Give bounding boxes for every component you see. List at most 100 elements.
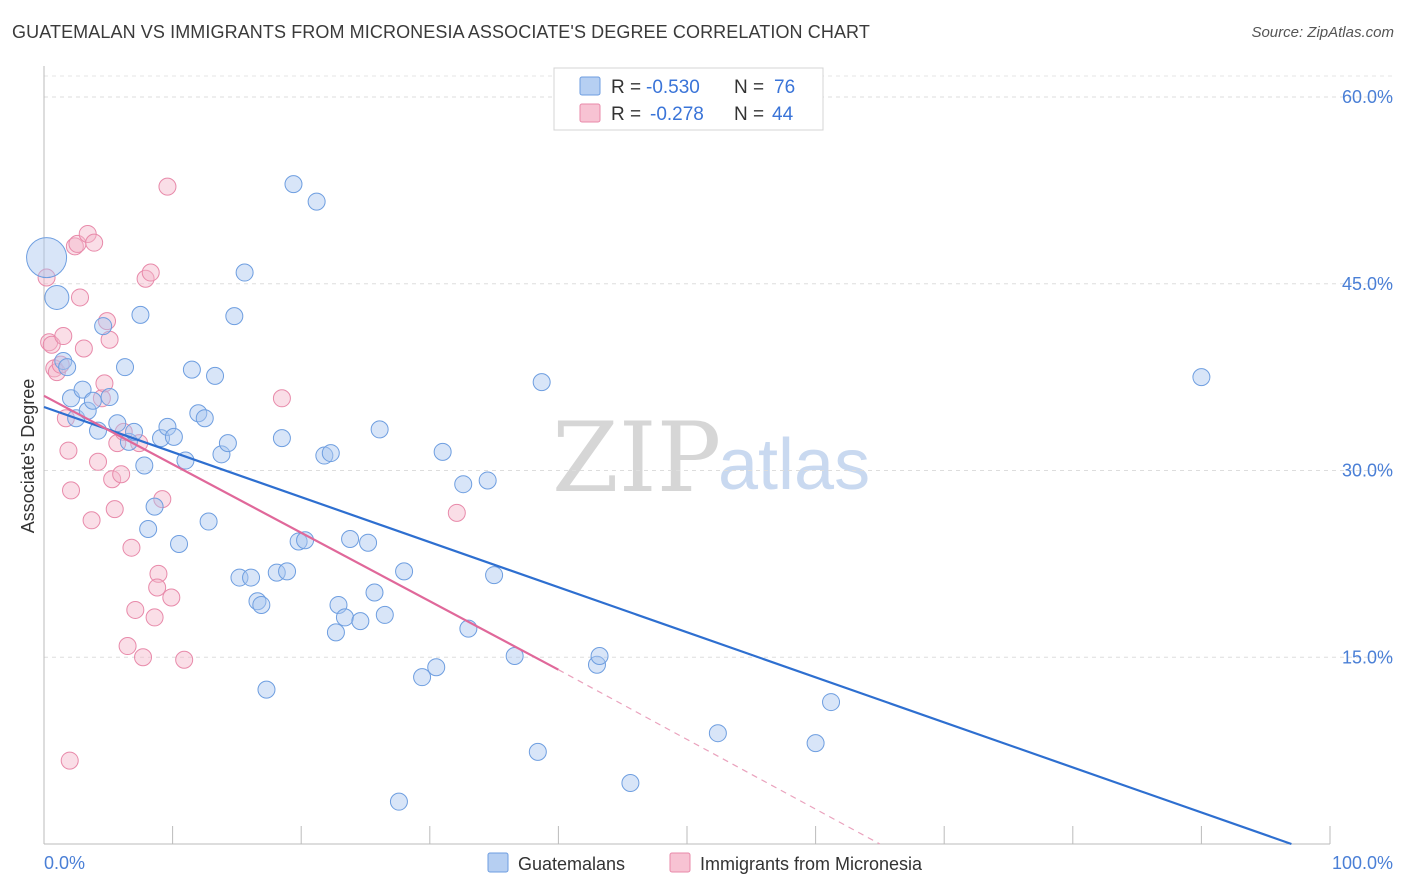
legend-swatch-guatemalans <box>579 76 601 96</box>
y-tick-label-3: 60.0% <box>1342 87 1393 107</box>
guatemalan-point <box>427 658 446 677</box>
guatemalan-point <box>335 608 354 627</box>
guatemalan-point <box>272 429 291 448</box>
micronesia-point <box>71 288 90 307</box>
x-tick-label-1: 100.0% <box>1332 853 1393 873</box>
micronesia-point <box>134 648 153 667</box>
legend-n-label-2: N = <box>734 104 764 125</box>
guatemalan-point <box>218 434 237 453</box>
legend-n-value-2: 44 <box>772 104 794 125</box>
guatemalan-point <box>284 175 303 194</box>
guatemalan-point <box>116 358 135 377</box>
guatemalan-trend-line <box>43 405 1292 846</box>
guatemalan-point <box>73 380 92 399</box>
micronesia-point <box>59 441 78 460</box>
bottom-legend-swatch-micronesia <box>669 852 691 873</box>
guatemalan-point <box>359 533 378 552</box>
guatemalan-point <box>58 358 77 377</box>
guatemalan-point <box>212 445 231 464</box>
guatemalan-point <box>83 391 102 410</box>
guatemalan-point <box>145 497 164 516</box>
guatemalan-point <box>370 420 389 439</box>
tick-labels: 15.0% 30.0% 45.0% 60.0% 0.0% 100.0% <box>44 87 1393 873</box>
trend-lines <box>43 394 1292 846</box>
guatemalan-point <box>158 417 177 436</box>
micronesia-point <box>105 500 124 519</box>
guatemalan-point <box>822 693 841 712</box>
micronesia-point <box>60 751 79 770</box>
guatemalan-point <box>621 773 640 792</box>
guatemalan-point <box>252 595 271 614</box>
guatemalan-point <box>108 414 127 433</box>
x-tick-label-0: 0.0% <box>44 853 85 873</box>
bottom-legend-label-guatemalans: Guatemalans <box>518 854 625 874</box>
guatemalan-point <box>413 668 432 687</box>
micronesia-trend-line <box>43 394 559 671</box>
micronesia-point <box>65 237 84 256</box>
legend-r-value-2: -0.278 <box>650 104 704 125</box>
micronesia-point <box>74 339 93 358</box>
legend-swatch-micronesia <box>579 103 601 123</box>
legend: R = -0.530 N = 76 R = -0.278 N = 44 <box>553 67 824 131</box>
guatemalan-point <box>389 792 408 811</box>
micronesia-point <box>158 177 177 196</box>
legend-n-value-1: 76 <box>774 77 795 98</box>
guatemalan-point <box>326 623 345 642</box>
y-axis-label: Associate's Degree <box>18 379 38 534</box>
micronesia-point <box>272 389 291 408</box>
guatemalan-point <box>806 734 825 753</box>
guatemalan-point <box>485 566 504 585</box>
chart-title: GUATEMALAN VS IMMIGRANTS FROM MICRONESIA… <box>12 22 870 42</box>
guatemalan-point <box>478 471 497 490</box>
guatemalan-point <box>433 442 452 461</box>
guatemalan-point <box>139 520 158 539</box>
source-label: Source: ZipAtlas.com <box>1251 24 1394 41</box>
guatemalan-point <box>242 568 261 587</box>
guatemalan-point <box>170 534 189 553</box>
guatemalan-point <box>395 562 414 581</box>
guatemalan-point <box>375 605 394 624</box>
guatemalan-point <box>365 583 384 602</box>
y-tick-label-1: 30.0% <box>1342 461 1393 481</box>
guatemalan-point <box>44 284 70 310</box>
guatemalan-point <box>351 612 370 631</box>
micronesia-trend-extension <box>558 669 881 845</box>
bottom-legend-swatch-guatemalans <box>487 852 509 873</box>
guatemalan-point <box>195 409 214 428</box>
legend-r-label-2: R = <box>611 104 641 125</box>
micronesia-point <box>149 564 168 583</box>
micronesia-point <box>89 452 108 471</box>
micronesia-point <box>85 233 104 252</box>
micronesia-point <box>141 263 160 282</box>
guatemalan-point <box>289 532 308 551</box>
guatemalan-point <box>131 305 150 324</box>
guatemalan-point <box>164 427 183 446</box>
axes <box>43 66 1331 845</box>
guatemalan-point <box>341 529 360 548</box>
micronesia-point <box>82 511 101 530</box>
watermark-atlas: atlas <box>718 425 870 505</box>
guatemalan-point <box>532 373 551 392</box>
guatemalan-point <box>94 317 113 336</box>
guatemalan-point <box>26 237 68 279</box>
guatemalan-point <box>152 429 171 448</box>
micronesia-point <box>153 490 172 509</box>
guatemalan-point <box>257 680 276 699</box>
guatemalan-point <box>307 192 326 211</box>
micronesia-point <box>103 470 122 489</box>
guatemalan-point <box>199 512 218 531</box>
micronesia-point <box>148 578 167 597</box>
micronesia-point <box>162 588 181 607</box>
guatemalan-point <box>100 388 119 407</box>
guatemalan-point <box>590 647 609 666</box>
y-tick-label-2: 45.0% <box>1342 274 1393 294</box>
legend-n-label-1: N = <box>734 77 764 98</box>
bottom-legend: Guatemalans Immigrants from Micronesia <box>487 852 923 874</box>
guatemalan-point <box>206 366 225 385</box>
micronesia-points <box>37 177 466 770</box>
micronesia-point <box>95 374 114 393</box>
guatemalan-point <box>528 742 547 761</box>
y-tick-label-0: 15.0% <box>1342 647 1393 667</box>
guatemalan-point <box>1192 368 1211 387</box>
